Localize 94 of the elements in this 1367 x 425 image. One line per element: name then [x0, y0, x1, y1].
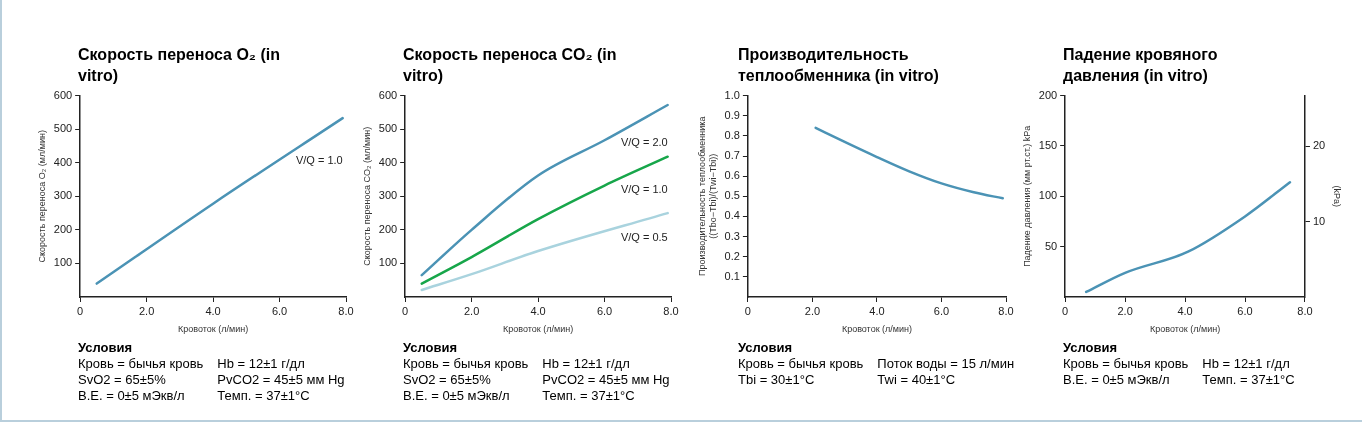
text: B.E. = 0±5 мЭкв/л [403, 388, 511, 404]
y-tick-label: 0.5 [724, 189, 740, 202]
text: Кровь = бычья кровь [738, 356, 864, 372]
x-tick-label: 6.0 [596, 304, 613, 317]
x-tick-label: 6.0 [271, 304, 288, 317]
x-axis-title: Кровоток (л/мин) [178, 324, 249, 335]
text: Поток воды = 15 л/мин [877, 356, 1015, 372]
y-tick-label: 400 [53, 155, 73, 168]
x-tick-label: 4.0 [1177, 304, 1193, 317]
x-tick-label: 4.0 [530, 304, 546, 317]
text: B.E. = 0±5 мЭкв/л [1063, 372, 1171, 388]
x-tick-label: 4.0 [869, 304, 885, 317]
y-tick-label: 100 [53, 256, 73, 269]
y-tick-label: 50 [1044, 239, 1058, 252]
line-series [1084, 180, 1292, 294]
x-tick-label: 6.0 [1237, 304, 1253, 317]
line-series [420, 155, 669, 285]
x-tick-label: 2.0 [138, 304, 155, 317]
y-tick-label: 0.6 [724, 169, 740, 182]
y-tick-label: 300 [53, 189, 73, 202]
x-tick-label: 8.0 [998, 304, 1014, 317]
text: Кровь = бычья кровь [78, 356, 204, 372]
line-series [420, 211, 669, 292]
text: Twi = 40±1°C [877, 372, 957, 388]
y-tick-label: 300 [378, 189, 398, 202]
y-tick-label: 500 [53, 122, 73, 135]
x-tick-label: 0 [77, 304, 84, 317]
y-axis-title: Падение давления (мм рт.ст.) kPa [1021, 125, 1032, 267]
y2-tick-label: 20 [1312, 139, 1326, 152]
x-tick-label: 2.0 [463, 304, 480, 317]
x-axis-title: Кровоток (л/мин) [841, 324, 913, 335]
text: Hb = 12±1 г/дл [542, 356, 631, 372]
y-tick-label: 0.3 [724, 229, 740, 242]
text: Условия [1063, 340, 1119, 356]
text: SvO2 = 65±5% [403, 372, 492, 388]
y-tick-label: 200 [1038, 88, 1058, 101]
line-series [814, 126, 1005, 200]
x-tick-label: 0 [744, 304, 751, 317]
text: Темп. = 37±1°C [217, 388, 311, 404]
chart-title: Скорость переноса O₂ (in vitro) [77, 45, 281, 86]
x-axis-title: Кровоток (л/мин) [1149, 324, 1221, 335]
text: Условия [738, 340, 794, 356]
chart-title: Производительность теплообменника (in vitro) [737, 45, 940, 86]
y-tick-label: 600 [378, 88, 398, 101]
text: Hb = 12±1 г/дл [217, 356, 306, 372]
y-tick-label: 500 [378, 122, 398, 135]
series-label: V/Q = 1.0 [620, 182, 668, 195]
text: Условия [78, 340, 134, 356]
text: Hb = 12±1 г/дл [1202, 356, 1291, 372]
y-tick-label: 100 [1038, 189, 1058, 202]
y-tick-label: 600 [53, 88, 73, 101]
chart-title: Падение кровяного давления (in vitro) [1062, 45, 1219, 86]
text: Темп. = 37±1°C [542, 388, 636, 404]
y-tick-label: 0.1 [724, 269, 740, 282]
series-label: V/Q = 2.0 [620, 135, 668, 148]
y2-tick-label: 10 [1312, 214, 1326, 227]
x-tick-label: 0 [402, 304, 409, 317]
y-tick-label: 200 [53, 222, 73, 235]
y-tick-label: 0.8 [724, 128, 740, 141]
y2-axis-title: (kPa) [1332, 185, 1343, 208]
y-tick-label: 1.0 [724, 88, 740, 101]
y-axis-title: Скорость переноса CO₂ (мл/мин) [361, 126, 372, 266]
x-tick-label: 8.0 [1297, 304, 1313, 317]
text: PvCO2 = 45±5 мм Hg [542, 372, 670, 388]
text: B.E. = 0±5 мЭкв/л [78, 388, 186, 404]
line-series [420, 103, 669, 277]
text: Tbi = 30±1°C [738, 372, 816, 388]
x-axis-title: Кровоток (л/мин) [503, 324, 574, 335]
y-tick-label: 0.7 [724, 149, 740, 162]
y-tick-label: 0.4 [724, 209, 740, 222]
text: SvO2 = 65±5% [78, 372, 167, 388]
x-tick-label: 4.0 [205, 304, 221, 317]
x-tick-label: 8.0 [338, 304, 354, 317]
y-tick-label: 150 [1038, 138, 1058, 151]
text: Кровь = бычья кровь [1063, 356, 1189, 372]
y-axis-title: Производительность теплообменника ((Tbo−Tbi)/(Twi−Tbi)) [696, 116, 718, 276]
text: Кровь = бычья кровь [403, 356, 529, 372]
x-tick-label: 6.0 [933, 304, 950, 317]
text: PvCO2 = 45±5 мм Hg [217, 372, 345, 388]
text: Условия [403, 340, 459, 356]
x-tick-label: 2.0 [804, 304, 821, 317]
text: Темп. = 37±1°C [1202, 372, 1295, 388]
y-tick-label: 0.9 [724, 108, 740, 121]
series-label: V/Q = 1.0 [295, 153, 343, 166]
y-tick-label: 200 [378, 222, 398, 235]
y-tick-label: 100 [378, 256, 398, 269]
x-tick-label: 2.0 [1117, 304, 1133, 317]
y-tick-label: 400 [378, 155, 398, 168]
x-tick-label: 8.0 [663, 304, 679, 317]
x-tick-label: 0 [1062, 304, 1069, 317]
y-axis-title: Скорость переноса O₂ (мл/мин) [36, 130, 47, 263]
chart-title: Скорость переноса CO₂ (in vitro) [402, 45, 618, 86]
y-tick-label: 0.2 [724, 249, 740, 262]
series-label: V/Q = 0.5 [620, 231, 668, 244]
